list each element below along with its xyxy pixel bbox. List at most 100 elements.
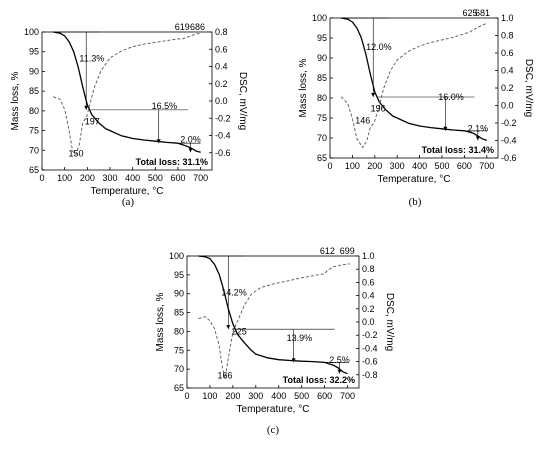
- x-tick-label: 100: [345, 161, 360, 171]
- y-right-tick-label: 0.2: [362, 304, 375, 314]
- step-arrow-head: [156, 139, 161, 144]
- annotation-label: 699: [340, 246, 355, 256]
- y-left-tick-label: 95: [317, 33, 327, 43]
- y-right-tick-label: 0.8: [215, 27, 228, 37]
- y-left-tick-label: 95: [174, 270, 184, 280]
- y-right-tick-label: 0.0: [501, 101, 514, 111]
- x-axis-title: Temperature, °C: [91, 186, 164, 197]
- panel-label: (c): [267, 424, 280, 436]
- y-right-tick-label: -0.6: [501, 153, 517, 163]
- step-arrow-head: [84, 105, 89, 110]
- step-arrow-head: [337, 369, 342, 374]
- y-left-tick-label: 90: [29, 66, 39, 76]
- y-right-tick-label: -0.4: [501, 136, 517, 146]
- step-arrow-head: [371, 93, 376, 97]
- x-tick-label: 300: [248, 391, 263, 401]
- y-left-tick-label: 90: [174, 289, 184, 299]
- y-right-tick-label: 0.2: [215, 79, 228, 89]
- y-left-tick-label: 100: [169, 251, 184, 261]
- x-tick-label: 700: [340, 391, 355, 401]
- y-right-tick-label: -0.2: [362, 330, 378, 340]
- y-left-axis-title: Mass loss, %: [298, 58, 309, 117]
- mass-loss-curve: [198, 255, 348, 375]
- step-arrow-head: [188, 148, 193, 153]
- y-left-axis-title: Mass loss, %: [10, 71, 21, 130]
- total-loss-label: Total loss: 31.1%: [136, 157, 208, 167]
- x-tick-label: 0: [327, 161, 332, 171]
- y-right-tick-label: 0.0: [215, 96, 228, 106]
- x-tick-label: 400: [412, 161, 427, 171]
- annotation-label: 11.3%: [79, 54, 104, 64]
- y-left-tick-label: 70: [29, 145, 39, 155]
- y-left-tick-label: 65: [174, 383, 184, 393]
- x-tick-label: 400: [271, 391, 286, 401]
- dsc-curve: [340, 22, 487, 148]
- y-right-tick-label: 0.4: [362, 291, 375, 301]
- y-left-tick-label: 100: [312, 13, 327, 23]
- x-tick-label: 500: [434, 161, 449, 171]
- annotation-label: 197: [85, 117, 100, 127]
- panel-label: (a): [122, 196, 135, 208]
- total-loss-label: Total loss: 31.4%: [422, 145, 494, 155]
- annotation-label: 16.0%: [438, 92, 464, 102]
- x-tick-label: 600: [170, 173, 185, 183]
- mass-loss-curve: [341, 17, 488, 142]
- y-left-tick-label: 80: [174, 326, 184, 336]
- y-left-tick-label: 100: [24, 27, 39, 37]
- dsc-curve: [53, 33, 201, 155]
- y-right-tick-label: -0.6: [362, 357, 378, 367]
- y-left-tick-label: 80: [317, 93, 327, 103]
- annotation-label: 619: [175, 22, 190, 32]
- x-tick-label: 400: [125, 173, 140, 183]
- y-right-tick-label: 0.2: [501, 83, 514, 93]
- y-left-tick-label: 90: [317, 53, 327, 63]
- y-left-tick-label: 80: [29, 106, 39, 116]
- x-tick-label: 500: [148, 173, 163, 183]
- y-left-tick-label: 75: [29, 126, 39, 136]
- y-left-tick-label: 95: [29, 47, 39, 57]
- y-left-tick-label: 85: [29, 86, 39, 96]
- dsc-curve: [198, 263, 350, 379]
- step-arrow-head: [291, 358, 296, 363]
- y-left-tick-label: 65: [29, 165, 39, 175]
- mass-loss-curve: [53, 31, 201, 153]
- annotation-label: 13.9%: [287, 333, 313, 343]
- x-tick-label: 600: [457, 161, 472, 171]
- x-tick-label: 0: [39, 173, 44, 183]
- annotation-label: 681: [475, 8, 490, 18]
- y-right-tick-label: -0.2: [215, 113, 231, 123]
- y-left-tick-label: 70: [317, 133, 327, 143]
- annotation-label: 686: [190, 22, 205, 32]
- y-right-axis-title: DSC, mV/mg: [237, 72, 248, 130]
- y-right-tick-label: 1.0: [362, 251, 375, 261]
- step-arrow-head: [475, 136, 480, 141]
- y-left-tick-label: 85: [174, 308, 184, 318]
- y-right-tick-label: 0.6: [215, 44, 228, 54]
- y-left-axis-title: Mass loss, %: [155, 292, 166, 351]
- step-arrow-head: [443, 126, 448, 131]
- y-right-tick-label: 0.6: [362, 277, 375, 287]
- y-right-axis-title: DSC, mV/mg: [384, 293, 395, 351]
- annotation-label: 225: [232, 326, 247, 336]
- y-right-tick-label: -0.4: [362, 343, 378, 353]
- y-right-tick-label: 0.4: [501, 66, 514, 76]
- y-right-tick-label: -0.4: [215, 131, 231, 141]
- x-tick-label: 200: [225, 391, 240, 401]
- y-right-tick-label: -0.2: [501, 118, 517, 128]
- annotation-label: 14.2%: [221, 288, 247, 298]
- y-left-tick-label: 75: [317, 113, 327, 123]
- x-tick-label: 0: [184, 391, 189, 401]
- x-tick-label: 200: [367, 161, 382, 171]
- x-tick-label: 100: [202, 391, 217, 401]
- x-tick-label: 100: [57, 173, 72, 183]
- x-tick-label: 300: [102, 173, 117, 183]
- annotation-label: 196: [371, 104, 386, 114]
- chart-panel: 0 100 200 300 400 500 600 700 65 70 75 80 85 90 95 100 0…: [10, 22, 248, 208]
- x-tick-label: 700: [479, 161, 494, 171]
- y-left-tick-label: 70: [174, 364, 184, 374]
- y-right-tick-label: 0.8: [501, 31, 514, 41]
- x-tick-label: 700: [193, 173, 208, 183]
